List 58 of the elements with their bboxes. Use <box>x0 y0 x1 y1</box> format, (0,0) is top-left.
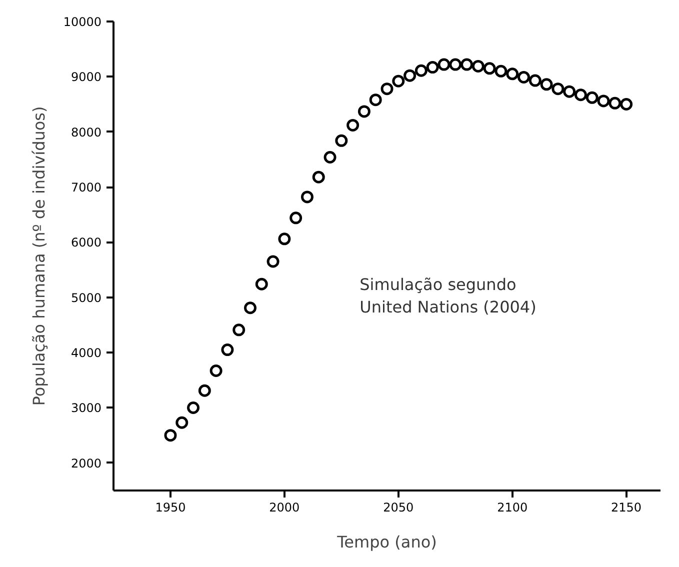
x-tick-label: 2100 <box>497 500 528 514</box>
point <box>483 62 496 75</box>
y-tick-label: 2000 <box>70 456 102 470</box>
x-tick-label: 2000 <box>269 500 300 514</box>
point <box>586 91 598 104</box>
point <box>574 88 587 102</box>
point <box>266 255 280 268</box>
point <box>232 324 246 336</box>
point <box>210 364 222 378</box>
y-tick-label: 8000 <box>70 125 102 140</box>
point <box>404 69 416 82</box>
point <box>563 85 576 98</box>
annotation: Simulação segundo United Nations (2004) <box>360 274 536 317</box>
point <box>187 401 200 414</box>
point <box>460 58 474 71</box>
point <box>244 302 256 314</box>
point <box>198 384 211 397</box>
y-tick-label: 6000 <box>70 236 102 250</box>
point <box>472 60 484 72</box>
point <box>620 98 633 111</box>
y-tick-label: 9000 <box>70 70 102 84</box>
point <box>255 278 268 290</box>
point <box>278 232 291 246</box>
point <box>221 344 234 356</box>
point <box>369 94 382 106</box>
point <box>346 118 360 132</box>
point <box>506 68 519 80</box>
x-tick-label: 2150 <box>611 500 642 514</box>
point <box>552 82 564 96</box>
point <box>414 64 428 77</box>
point <box>494 64 508 78</box>
y-tick-label: 7000 <box>70 180 102 195</box>
point <box>324 150 336 164</box>
y-tick-label: 3000 <box>70 401 102 416</box>
point <box>426 61 439 74</box>
point <box>290 212 302 224</box>
point <box>335 134 348 147</box>
point <box>597 94 610 108</box>
x-tick-label: 1950 <box>155 500 186 514</box>
point <box>312 170 325 184</box>
x-tick-label: 2050 <box>383 500 414 514</box>
point <box>164 429 177 442</box>
point <box>608 96 622 110</box>
point <box>528 74 542 87</box>
point <box>438 58 450 71</box>
point <box>358 105 370 118</box>
y-tick-label: 4000 <box>70 346 102 360</box>
y-axis-title: População humana (nº de indivíduos) <box>29 106 48 406</box>
point <box>176 416 188 429</box>
point <box>380 82 394 96</box>
point <box>449 58 462 71</box>
point <box>540 78 553 91</box>
y-tick-label: 5000 <box>70 290 102 305</box>
x-axis-title: Tempo (ano) <box>336 532 437 552</box>
point <box>300 190 314 204</box>
point <box>392 74 405 88</box>
y-tick-label: 10000 <box>63 15 102 29</box>
point <box>518 70 530 84</box>
